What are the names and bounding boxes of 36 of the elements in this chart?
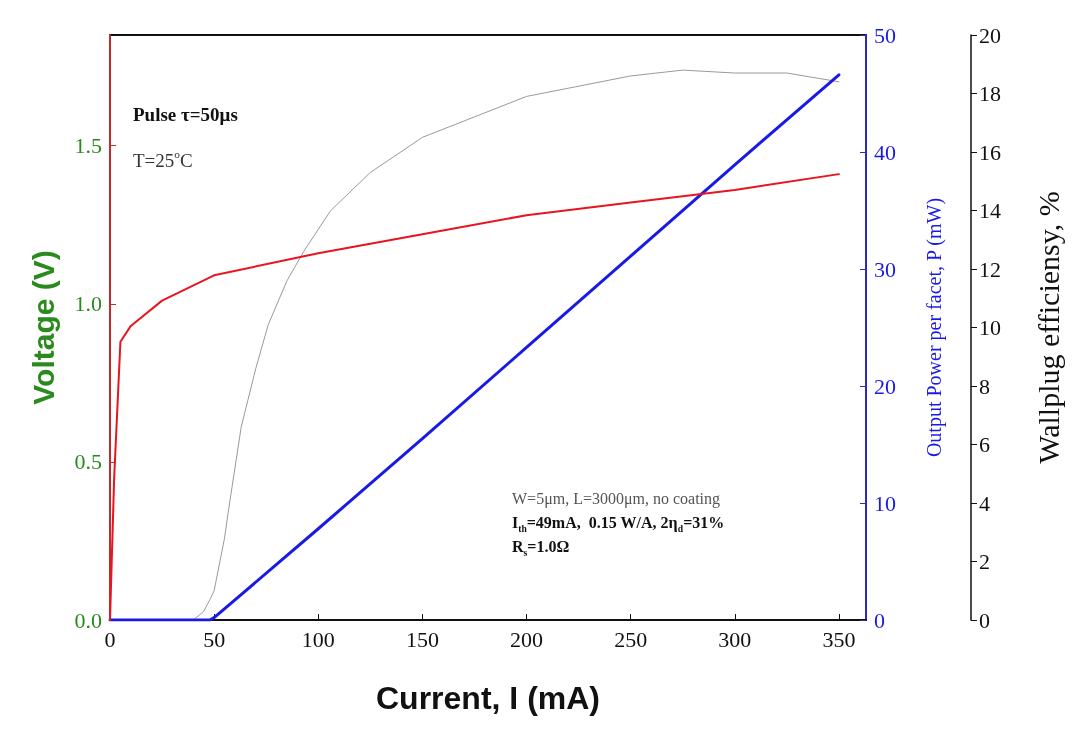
y3-tick-label: 12 bbox=[979, 256, 1001, 282]
y-axis-title: Voltage (V) bbox=[26, 250, 60, 405]
x-axis-title: Current, I (mA) bbox=[376, 680, 600, 716]
y3-tick-label: 8 bbox=[979, 373, 990, 399]
y2-tick-label: 50 bbox=[874, 22, 896, 48]
y2-tick-label: 20 bbox=[874, 373, 896, 399]
y-tick-label: 0.0 bbox=[74, 607, 102, 633]
y3-tick-label: 20 bbox=[979, 22, 1001, 48]
y3-tick-label: 14 bbox=[979, 198, 1001, 223]
y2-tick-label: 30 bbox=[874, 256, 896, 282]
x-tick-label: 100 bbox=[301, 626, 335, 652]
y3-tick-label: 16 bbox=[979, 139, 1001, 165]
y3-tick-label: 10 bbox=[979, 315, 1001, 340]
y3-axis-title: Wallplug efficiensy, % bbox=[1031, 191, 1065, 464]
x-tick-label: 0 bbox=[104, 626, 116, 652]
x-tick-label: 250 bbox=[614, 626, 648, 652]
x-tick-label: 200 bbox=[510, 626, 544, 652]
annotation: Pulse τ=50μs bbox=[133, 104, 238, 125]
line-series bbox=[109, 173, 840, 621]
x-tick-label: 300 bbox=[718, 626, 752, 652]
y2-axis-title: Output Power per facet, P (mW) bbox=[923, 197, 946, 458]
annotation: W=5μm, L=3000μm, no coating bbox=[512, 489, 721, 508]
y3-tick-label: 18 bbox=[979, 81, 1001, 106]
y-tick-label: 1.0 bbox=[74, 291, 102, 317]
y-tick-label: 0.5 bbox=[74, 449, 102, 475]
y3-tick-label: 4 bbox=[979, 490, 990, 516]
y3-tick-label: 6 bbox=[979, 432, 990, 457]
y2-tick-label: 10 bbox=[874, 490, 896, 516]
x-tick-label: 50 bbox=[203, 626, 226, 652]
x-tick-label: 350 bbox=[822, 626, 856, 652]
y-tick-label: 1.5 bbox=[74, 133, 102, 159]
y3-tick-label: 2 bbox=[979, 549, 990, 574]
x-tick-label: 150 bbox=[405, 626, 439, 652]
y2-tick-label: 0 bbox=[874, 607, 885, 633]
y3-tick-label: 0 bbox=[979, 607, 990, 633]
y2-tick-label: 40 bbox=[874, 139, 896, 165]
